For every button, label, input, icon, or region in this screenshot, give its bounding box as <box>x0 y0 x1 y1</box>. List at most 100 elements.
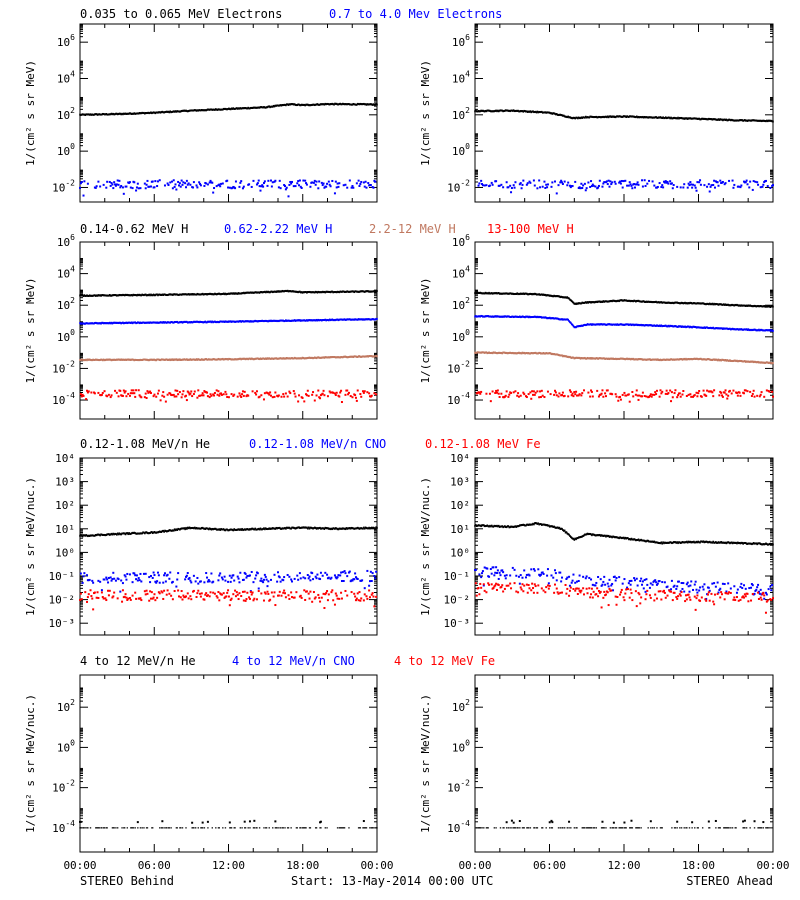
data-point <box>624 299 627 302</box>
series-0 <box>474 291 774 309</box>
data-point <box>221 528 223 531</box>
data-point <box>731 303 734 306</box>
data-point <box>304 526 306 529</box>
data-point <box>325 319 327 322</box>
data-point <box>622 115 625 118</box>
data-point <box>313 356 315 359</box>
data-point <box>658 182 661 185</box>
data-point <box>226 591 229 594</box>
data-point <box>349 103 352 106</box>
data-point <box>172 321 174 324</box>
data-point <box>189 183 192 186</box>
data-point <box>745 360 748 363</box>
data-point <box>212 580 215 583</box>
data-point <box>179 528 181 531</box>
data-point <box>762 183 765 186</box>
data-point <box>243 571 246 574</box>
data-point <box>649 393 652 396</box>
data-point <box>144 358 146 361</box>
data-point <box>81 393 84 396</box>
data-point <box>160 530 163 533</box>
data-point <box>494 391 497 394</box>
data-point <box>187 182 190 185</box>
data-point <box>192 109 194 112</box>
data-point <box>101 533 103 536</box>
data-point <box>673 301 676 304</box>
data-point <box>745 119 748 122</box>
data-point <box>328 103 331 106</box>
data-point <box>646 300 649 303</box>
data-point <box>309 526 312 529</box>
data-point <box>274 179 277 182</box>
data-point <box>93 359 95 362</box>
data-point <box>549 393 552 396</box>
data-point <box>163 293 165 296</box>
data-point <box>747 119 750 122</box>
data-point <box>90 391 93 394</box>
data-point <box>221 108 223 111</box>
data-point <box>104 534 107 537</box>
data-point <box>495 109 497 112</box>
data-point <box>222 528 225 531</box>
data-point <box>541 111 544 114</box>
data-point <box>116 179 119 182</box>
data-point <box>318 526 320 529</box>
data-point <box>594 357 597 360</box>
data-point <box>491 315 494 318</box>
data-point <box>84 114 87 117</box>
data-point <box>156 531 158 534</box>
data-point <box>555 317 557 320</box>
data-point <box>330 290 333 293</box>
data-point <box>226 358 228 361</box>
data-point <box>180 109 183 112</box>
legend-fe-high: 4 to 12 MeV Fe <box>394 654 495 668</box>
data-point <box>297 526 299 529</box>
data-point <box>336 318 339 321</box>
data-point <box>666 301 669 304</box>
data-point <box>725 359 728 362</box>
data-point <box>271 527 274 530</box>
data-point <box>659 389 662 392</box>
data-point <box>732 186 735 189</box>
data-point <box>158 530 161 533</box>
data-point <box>525 315 527 318</box>
data-point <box>97 113 100 116</box>
y-tick-label: 104 <box>57 265 75 281</box>
data-point <box>731 360 734 363</box>
data-point <box>547 111 549 114</box>
data-point <box>224 107 227 110</box>
data-point <box>487 292 489 295</box>
data-point <box>163 574 166 577</box>
data-point <box>177 572 180 575</box>
data-point <box>542 293 545 296</box>
data-point <box>200 527 202 530</box>
data-point <box>350 318 353 321</box>
y-tick-label: 104 <box>452 69 470 85</box>
data-point <box>307 291 310 294</box>
data-point <box>633 358 635 361</box>
data-point <box>145 183 148 186</box>
data-point <box>529 391 532 394</box>
data-point <box>346 389 349 392</box>
data-point <box>135 578 138 581</box>
data-point <box>526 352 529 355</box>
data-point <box>658 116 661 119</box>
data-point <box>583 357 585 360</box>
data-point <box>227 580 230 583</box>
data-point <box>348 318 350 321</box>
data-point <box>684 301 686 304</box>
data-point <box>107 294 109 297</box>
data-point <box>655 393 658 396</box>
data-point <box>112 187 115 190</box>
data-point <box>724 303 727 306</box>
data-point <box>185 358 187 361</box>
data-point <box>143 321 145 324</box>
data-point <box>86 391 89 394</box>
data-point <box>671 358 674 361</box>
data-point <box>348 570 351 573</box>
data-point <box>370 355 372 358</box>
data-point <box>312 391 315 394</box>
data-point <box>509 292 511 295</box>
data-point <box>715 327 718 330</box>
data-point <box>621 115 624 118</box>
